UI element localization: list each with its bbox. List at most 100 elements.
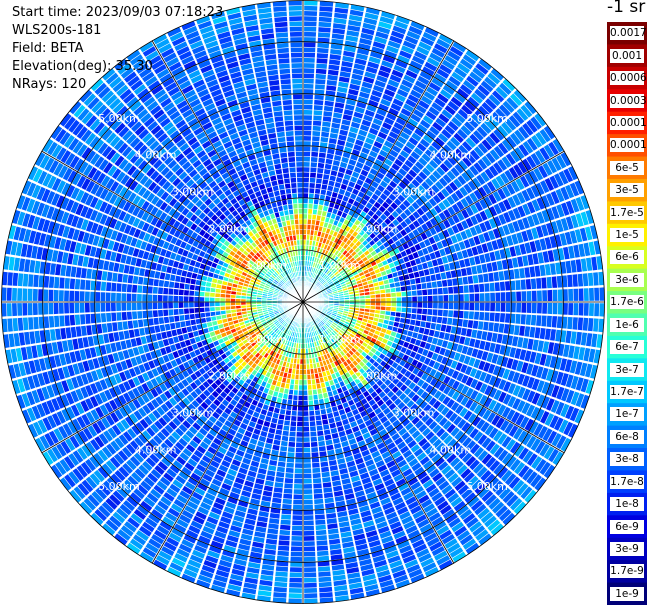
ppi-cell <box>369 501 381 510</box>
ppi-cell <box>94 509 107 522</box>
ppi-cell <box>565 405 575 420</box>
ppi-cell <box>321 414 328 420</box>
ppi-cell <box>432 438 442 449</box>
ppi-cell <box>303 167 310 172</box>
ppi-cell <box>393 276 400 283</box>
ppi-cell <box>334 244 340 250</box>
ppi-cell <box>312 384 317 390</box>
ppi-cell <box>469 293 475 302</box>
ppi-cell <box>287 318 291 323</box>
ppi-cell <box>311 331 314 337</box>
ppi-cell <box>469 165 479 176</box>
ppi-cell <box>368 411 376 419</box>
ppi-cell <box>421 95 433 105</box>
ppi-cell <box>362 22 376 31</box>
ppi-cell <box>546 383 555 396</box>
ppi-cell <box>142 547 157 558</box>
ppi-cell <box>395 15 410 25</box>
ppi-cell <box>339 321 345 325</box>
ppi-cell <box>330 260 336 266</box>
ppi-cell <box>466 153 476 164</box>
ppi-cell <box>199 569 214 579</box>
ppi-cell <box>363 142 372 150</box>
ppi-cell <box>381 433 390 441</box>
ppi-cell <box>327 320 332 325</box>
ppi-cell <box>364 525 376 533</box>
ppi-cell <box>383 209 391 217</box>
ppi-cell <box>395 332 402 339</box>
ppi-cell <box>387 40 401 49</box>
ppi-cell <box>377 70 390 78</box>
ppi-cell <box>338 463 347 470</box>
ppi-cell <box>379 314 385 319</box>
ppi-cell <box>289 384 294 390</box>
ppi-cell <box>210 382 218 390</box>
ppi-cell <box>426 537 440 547</box>
ppi-cell <box>126 542 141 555</box>
ppi-cell <box>175 427 184 437</box>
ppi-cell <box>406 307 412 313</box>
ppi-cell <box>241 393 248 401</box>
ppi-cell <box>526 138 538 151</box>
ppi-cell <box>374 407 382 415</box>
ppi-cell <box>423 328 430 335</box>
ppi-cell <box>415 434 424 443</box>
ppi-cell <box>413 448 424 457</box>
ppi-cell <box>478 321 484 330</box>
ppi-cell <box>335 421 343 427</box>
ppi-cell <box>303 406 309 411</box>
ppi-cell <box>209 545 222 554</box>
ppi-cell <box>522 468 534 481</box>
ppi-cell <box>268 330 274 335</box>
ppi-cell <box>317 231 322 237</box>
ppi-cell <box>389 560 403 569</box>
ppi-cell <box>510 132 521 146</box>
ppi-cell <box>527 201 536 214</box>
ppi-cell <box>416 142 427 152</box>
ppi-cell <box>321 387 327 393</box>
ppi-cell <box>593 318 599 332</box>
ppi-cell <box>149 453 160 464</box>
ppi-cell <box>441 188 450 198</box>
ppi-cell <box>476 174 486 185</box>
ppi-cell <box>318 277 323 282</box>
ppi-cell <box>327 310 333 313</box>
ppi-cell <box>409 60 423 70</box>
ppi-cell <box>388 320 394 326</box>
ppi-cell <box>139 525 152 537</box>
ppi-cell <box>443 209 451 219</box>
ppi-cell <box>318 258 322 264</box>
ppi-cell <box>282 350 287 356</box>
ppi-cell <box>276 381 282 387</box>
ppi-cell <box>317 253 322 259</box>
ppi-cell <box>407 477 419 486</box>
ppi-cell <box>303 193 309 198</box>
ppi-cell <box>303 156 310 162</box>
ppi-cell <box>381 163 390 171</box>
ppi-cell <box>476 126 488 138</box>
ppi-cell <box>529 170 539 183</box>
ppi-cell <box>355 256 362 262</box>
ppi-cell <box>396 297 402 302</box>
ppi-cell <box>329 247 334 253</box>
ppi-cell <box>356 418 364 425</box>
ppi-cell <box>547 342 555 354</box>
ppi-cell <box>273 439 281 446</box>
ppi-cell <box>205 419 214 428</box>
ppi-cell <box>444 332 450 341</box>
ppi-cell <box>411 132 422 142</box>
ppi-cell <box>507 196 517 208</box>
ppi-cell <box>344 278 350 283</box>
ppi-cell <box>211 478 222 487</box>
ppi-cell <box>202 526 215 535</box>
ppi-cell <box>423 91 436 101</box>
ppi-cell <box>255 526 267 533</box>
ppi-cell <box>411 394 420 403</box>
ppi-cell <box>384 140 394 149</box>
ppi-cell <box>417 123 428 133</box>
ppi-cell <box>359 38 372 46</box>
ppi-cell <box>318 32 331 38</box>
ppi-cell <box>400 212 408 220</box>
ppi-cell <box>405 261 412 268</box>
ppi-cell <box>429 435 439 445</box>
